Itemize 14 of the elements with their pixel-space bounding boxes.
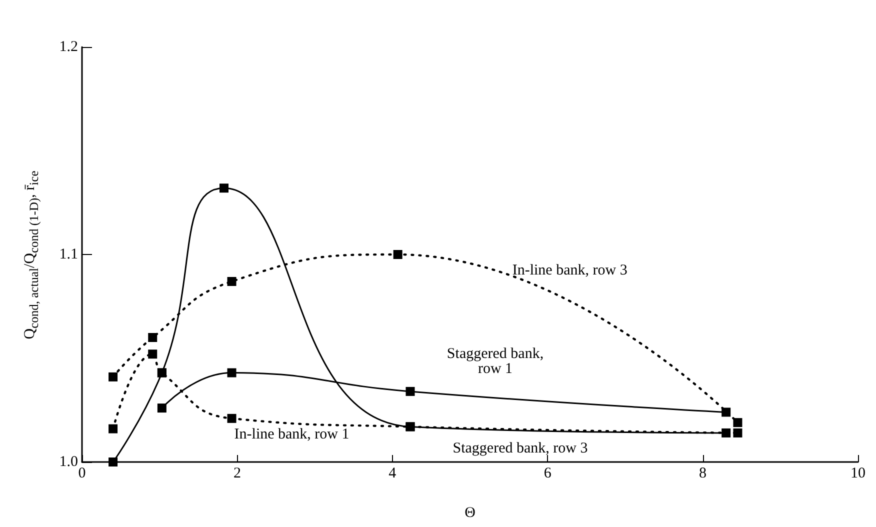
x-tick-label: 0 — [78, 466, 86, 482]
series-label: Staggered bank, row 1 — [446, 346, 544, 377]
y-tick-label: 1.0 — [59, 454, 78, 470]
x-tick-label: 4 — [388, 466, 397, 482]
x-tick-label: 8 — [699, 466, 707, 482]
series-label: In-line bank, row 1 — [234, 426, 350, 442]
y-tick-label: 1.2 — [59, 39, 78, 55]
y-tick-label: 1.1 — [59, 246, 78, 262]
x-axis-title: Θ — [464, 505, 476, 522]
x-tick-label: 10 — [850, 466, 866, 482]
series-label: In-line bank, row 3 — [512, 262, 628, 278]
x-tick-label: 6 — [544, 466, 552, 482]
x-tick-label: 2 — [233, 466, 241, 482]
series-label: Staggered bank, row 3 — [452, 440, 588, 457]
